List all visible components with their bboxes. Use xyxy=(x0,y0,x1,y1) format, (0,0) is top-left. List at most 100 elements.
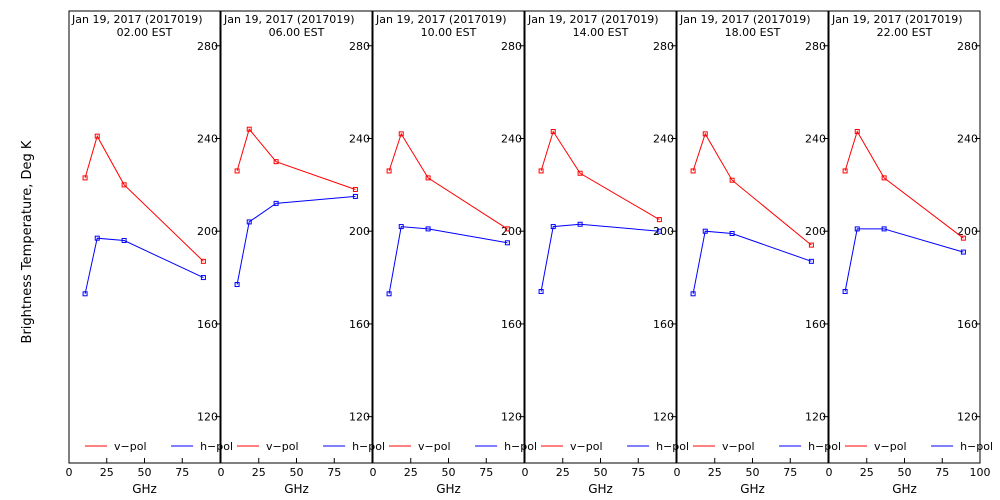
x-tick-label: 75 xyxy=(783,466,797,479)
x-tick-label: 25 xyxy=(252,466,266,479)
data-point xyxy=(550,129,556,135)
y-tick-label: 160 xyxy=(501,318,522,331)
data-point xyxy=(702,131,708,137)
series-line xyxy=(388,132,508,230)
y-tick-label: 160 xyxy=(349,318,370,331)
series-line xyxy=(692,230,812,294)
y-tick-label: 240 xyxy=(349,132,370,145)
data-point xyxy=(273,200,279,206)
data-point xyxy=(504,240,510,246)
y-tick-label: 120 xyxy=(197,411,218,424)
legend: v−pol h−pol xyxy=(541,440,689,453)
chart-panel-1: Jan 19, 2017 (2017019)02.00 EST 120 160 200… xyxy=(66,10,233,496)
x-tick-label: 50 xyxy=(442,466,456,479)
x-tick-label: 0 xyxy=(66,466,73,479)
data-point xyxy=(729,231,735,237)
panel-title: Jan 19, 2017 (2017019) xyxy=(527,13,659,26)
series-v-pol xyxy=(690,131,814,248)
data-point xyxy=(842,288,848,294)
data-point xyxy=(854,129,860,135)
y-tick-label: 120 xyxy=(653,411,674,424)
x-tick-label: 0 xyxy=(370,466,377,479)
data-point xyxy=(386,291,392,297)
data-point xyxy=(808,258,814,264)
data-point xyxy=(690,168,696,174)
y-tick-label: 160 xyxy=(805,318,826,331)
y-tick-label: 160 xyxy=(957,318,978,331)
y-tick-label: 240 xyxy=(957,132,978,145)
y-tick-label: 120 xyxy=(501,411,522,424)
x-tick-label: 75 xyxy=(935,466,949,479)
legend-entry: h−pol xyxy=(352,440,385,453)
x-tick-label: 50 xyxy=(746,466,760,479)
series-h-pol xyxy=(538,221,662,294)
data-point xyxy=(246,126,252,132)
y-tick-label: 200 xyxy=(957,225,978,238)
data-point xyxy=(577,221,583,227)
legend-entry: v−pol xyxy=(114,440,147,453)
legend-entry: h−pol xyxy=(504,440,537,453)
x-axis-label: GHz xyxy=(436,482,461,496)
y-tick-label: 240 xyxy=(653,132,674,145)
series-v-pol xyxy=(234,126,358,192)
x-tick-label: 75 xyxy=(479,466,493,479)
y-tick-label: 280 xyxy=(501,40,522,53)
y-tick-label: 200 xyxy=(349,225,370,238)
legend-entry: v−pol xyxy=(418,440,451,453)
series-h-pol xyxy=(386,224,510,297)
data-point xyxy=(504,226,510,232)
data-point xyxy=(273,159,279,165)
data-point xyxy=(352,193,358,199)
panel-title: Jan 19, 2017 (2017019) xyxy=(223,13,355,26)
x-tick-label: 25 xyxy=(708,466,722,479)
x-axis-label: GHz xyxy=(284,482,309,496)
panel-subtitle: 22.00 EST xyxy=(877,26,933,39)
series-line xyxy=(844,228,964,292)
y-tick-label: 200 xyxy=(805,225,826,238)
legend-entry: h−pol xyxy=(656,440,689,453)
x-axis-label: GHz xyxy=(892,482,917,496)
data-point xyxy=(550,224,556,230)
series-line xyxy=(84,134,204,262)
x-tick-label: 50 xyxy=(138,466,152,479)
legend: v−pol h−pol xyxy=(85,440,233,453)
legend-entry: v−pol xyxy=(874,440,907,453)
x-tick-label: 50 xyxy=(594,466,608,479)
data-point xyxy=(234,282,240,288)
x-tick-label: 100 xyxy=(970,466,991,479)
legend: v−pol h−pol xyxy=(389,440,537,453)
series-h-pol xyxy=(234,193,358,288)
legend-entry: h−pol xyxy=(808,440,841,453)
x-tick-label: 0 xyxy=(522,466,529,479)
legend: v−pol h−pol xyxy=(845,440,993,453)
chart-panel-6: Jan 19, 2017 (2017019)22.00 EST 120 160 200… xyxy=(826,10,993,496)
data-point xyxy=(82,291,88,297)
x-tick-label: 0 xyxy=(826,466,833,479)
y-tick-label: 240 xyxy=(197,132,218,145)
series-h-pol xyxy=(690,228,814,297)
y-tick-label: 240 xyxy=(501,132,522,145)
y-tick-label: 120 xyxy=(805,411,826,424)
x-axis-label: GHz xyxy=(740,482,765,496)
x-tick-label: 75 xyxy=(175,466,189,479)
panel-title: Jan 19, 2017 (2017019) xyxy=(679,13,811,26)
y-tick-label: 200 xyxy=(197,225,218,238)
series-line xyxy=(84,237,204,294)
x-tick-label: 50 xyxy=(898,466,912,479)
x-tick-label: 25 xyxy=(100,466,114,479)
chart-panel-5: Jan 19, 2017 (2017019)18.00 EST 120 160 200… xyxy=(674,10,841,496)
chart-panel-2: Jan 19, 2017 (2017019)06.00 EST 120 160 200… xyxy=(218,10,385,496)
data-point xyxy=(398,224,404,230)
x-axis-label: GHz xyxy=(588,482,613,496)
data-point xyxy=(352,186,358,192)
x-tick-label: 75 xyxy=(631,466,645,479)
y-tick-label: 280 xyxy=(349,40,370,53)
data-point xyxy=(386,168,392,174)
panel-subtitle: 10.00 EST xyxy=(421,26,477,39)
legend: v−pol h−pol xyxy=(237,440,385,453)
data-point xyxy=(82,175,88,181)
data-point xyxy=(246,219,252,225)
data-point xyxy=(121,237,127,243)
y-tick-label: 120 xyxy=(349,411,370,424)
